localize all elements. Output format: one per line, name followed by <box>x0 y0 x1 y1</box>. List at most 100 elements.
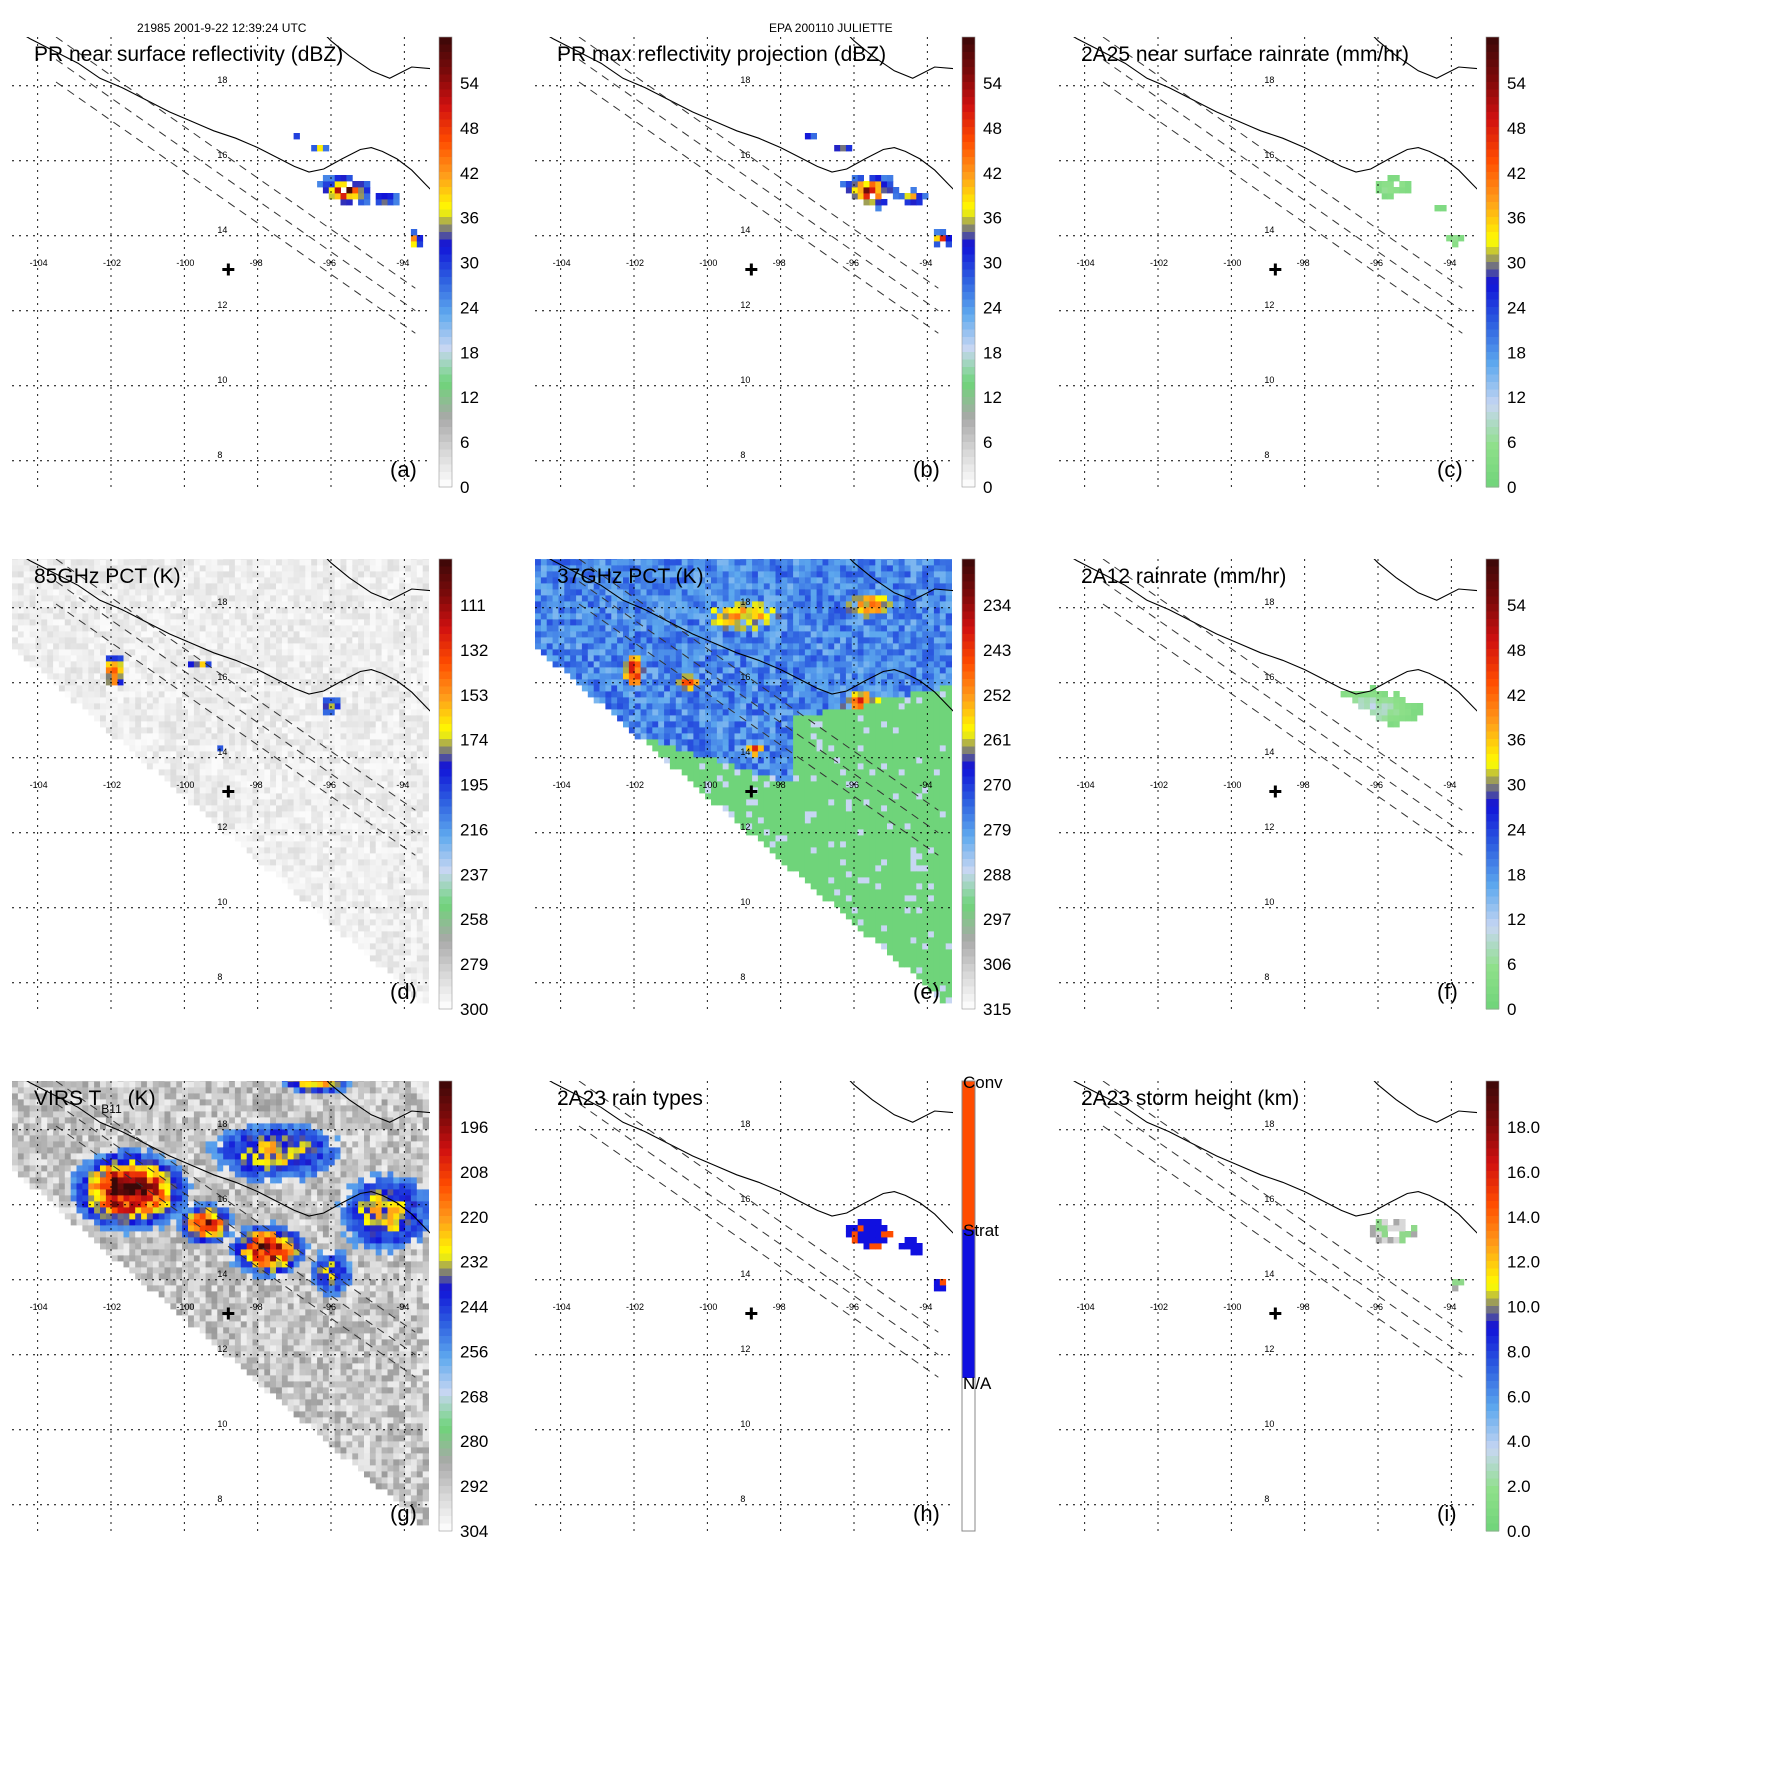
field-pixel <box>346 727 353 734</box>
field-pixel <box>341 547 347 553</box>
field-pixel <box>234 679 242 686</box>
field-pixel <box>640 565 647 572</box>
field-pixel <box>681 697 688 704</box>
field-pixel <box>1381 187 1388 194</box>
colorbar-segment <box>439 619 452 628</box>
field-pixel <box>346 607 353 614</box>
colorbar-segment <box>962 104 975 113</box>
field-pixel <box>12 643 19 650</box>
field-pixel <box>375 679 382 686</box>
field-pixel <box>281 643 289 650</box>
field-pixel <box>346 187 353 194</box>
field-pixel <box>369 721 377 728</box>
field-pixel <box>358 889 365 896</box>
field-pixel <box>193 727 201 734</box>
field-pixel <box>352 835 359 842</box>
field-pixel <box>410 961 418 968</box>
field-pixel <box>64 637 72 644</box>
field-pixel <box>722 661 729 668</box>
field-pixel <box>135 745 142 752</box>
field-pixel <box>123 739 130 746</box>
field-pixel <box>311 667 318 674</box>
field-pixel <box>628 565 636 572</box>
field-pixel <box>317 739 324 746</box>
field-pixel <box>246 811 253 818</box>
field-pixel <box>1375 187 1383 194</box>
field-pixel <box>270 631 277 638</box>
field-pixel <box>369 727 377 734</box>
field-pixel <box>405 595 412 602</box>
field-pixel <box>605 637 612 644</box>
field-pixel <box>117 673 124 680</box>
field-pixel <box>681 727 688 734</box>
field-pixel <box>422 949 429 956</box>
field-pixel <box>328 697 336 704</box>
field-pixel <box>358 631 365 638</box>
field-pixel <box>352 781 359 788</box>
field-pixel <box>311 637 318 644</box>
field-pixel <box>234 595 242 602</box>
field-pixel <box>217 721 224 728</box>
field-pixel <box>340 199 347 206</box>
field-pixel <box>240 571 248 578</box>
field-pixel <box>399 559 406 566</box>
field-pixel <box>705 721 712 728</box>
field-pixel <box>217 637 224 644</box>
field-pixel <box>94 661 101 668</box>
field-pixel <box>111 643 118 650</box>
colorbar-segment <box>1486 419 1499 428</box>
field-pixel <box>223 649 230 656</box>
field-pixel <box>152 733 160 740</box>
field-pixel <box>322 871 330 878</box>
field-pixel <box>299 871 306 878</box>
field-pixel <box>340 817 347 824</box>
field-pixel <box>416 949 424 956</box>
field-pixel <box>276 805 283 812</box>
field-pixel <box>881 181 888 188</box>
field-pixel <box>628 589 636 596</box>
field-pixel <box>422 637 429 644</box>
field-pixel <box>416 703 424 710</box>
field-pixel <box>664 583 671 590</box>
field-pixel <box>387 769 394 776</box>
field-pixel <box>158 571 165 578</box>
field-pixel <box>152 667 160 674</box>
field-pixel <box>247 547 253 553</box>
field-pixel <box>334 793 341 800</box>
field-pixel <box>229 541 235 547</box>
field-pixel <box>199 799 206 806</box>
field-pixel <box>240 697 248 704</box>
field-pixel <box>399 835 406 842</box>
field-pixel <box>76 679 83 686</box>
field-pixel <box>416 637 424 644</box>
field-pixel <box>117 655 124 662</box>
field-pixel <box>634 631 641 638</box>
field-pixel <box>287 625 294 632</box>
field-pixel <box>141 577 148 584</box>
field-pixel <box>117 559 124 560</box>
field-pixel <box>264 799 271 806</box>
field-pixel <box>217 655 224 662</box>
field-pixel <box>634 655 641 662</box>
field-pixel <box>369 649 377 656</box>
field-pixel <box>135 559 142 566</box>
field-pixel <box>416 889 424 896</box>
colorbar-tick-label: 36 <box>460 209 479 228</box>
field-pixel <box>123 607 130 614</box>
field-pixel <box>375 913 382 920</box>
field-pixel <box>375 193 382 200</box>
field-pixel <box>223 715 230 722</box>
field-pixel <box>699 577 706 584</box>
colorbar-tick-label: 0 <box>983 478 992 497</box>
field-pixel <box>352 799 359 806</box>
field-pixel <box>12 613 19 620</box>
lon-tick-label: -98 <box>250 780 263 790</box>
field-pixel <box>217 607 224 614</box>
field-pixel <box>317 649 324 656</box>
field-pixel <box>570 655 577 662</box>
field-pixel <box>53 559 60 566</box>
field-pixel <box>540 637 548 644</box>
field-pixel <box>340 655 347 662</box>
field-pixel <box>164 571 171 578</box>
field-pixel <box>346 643 353 650</box>
